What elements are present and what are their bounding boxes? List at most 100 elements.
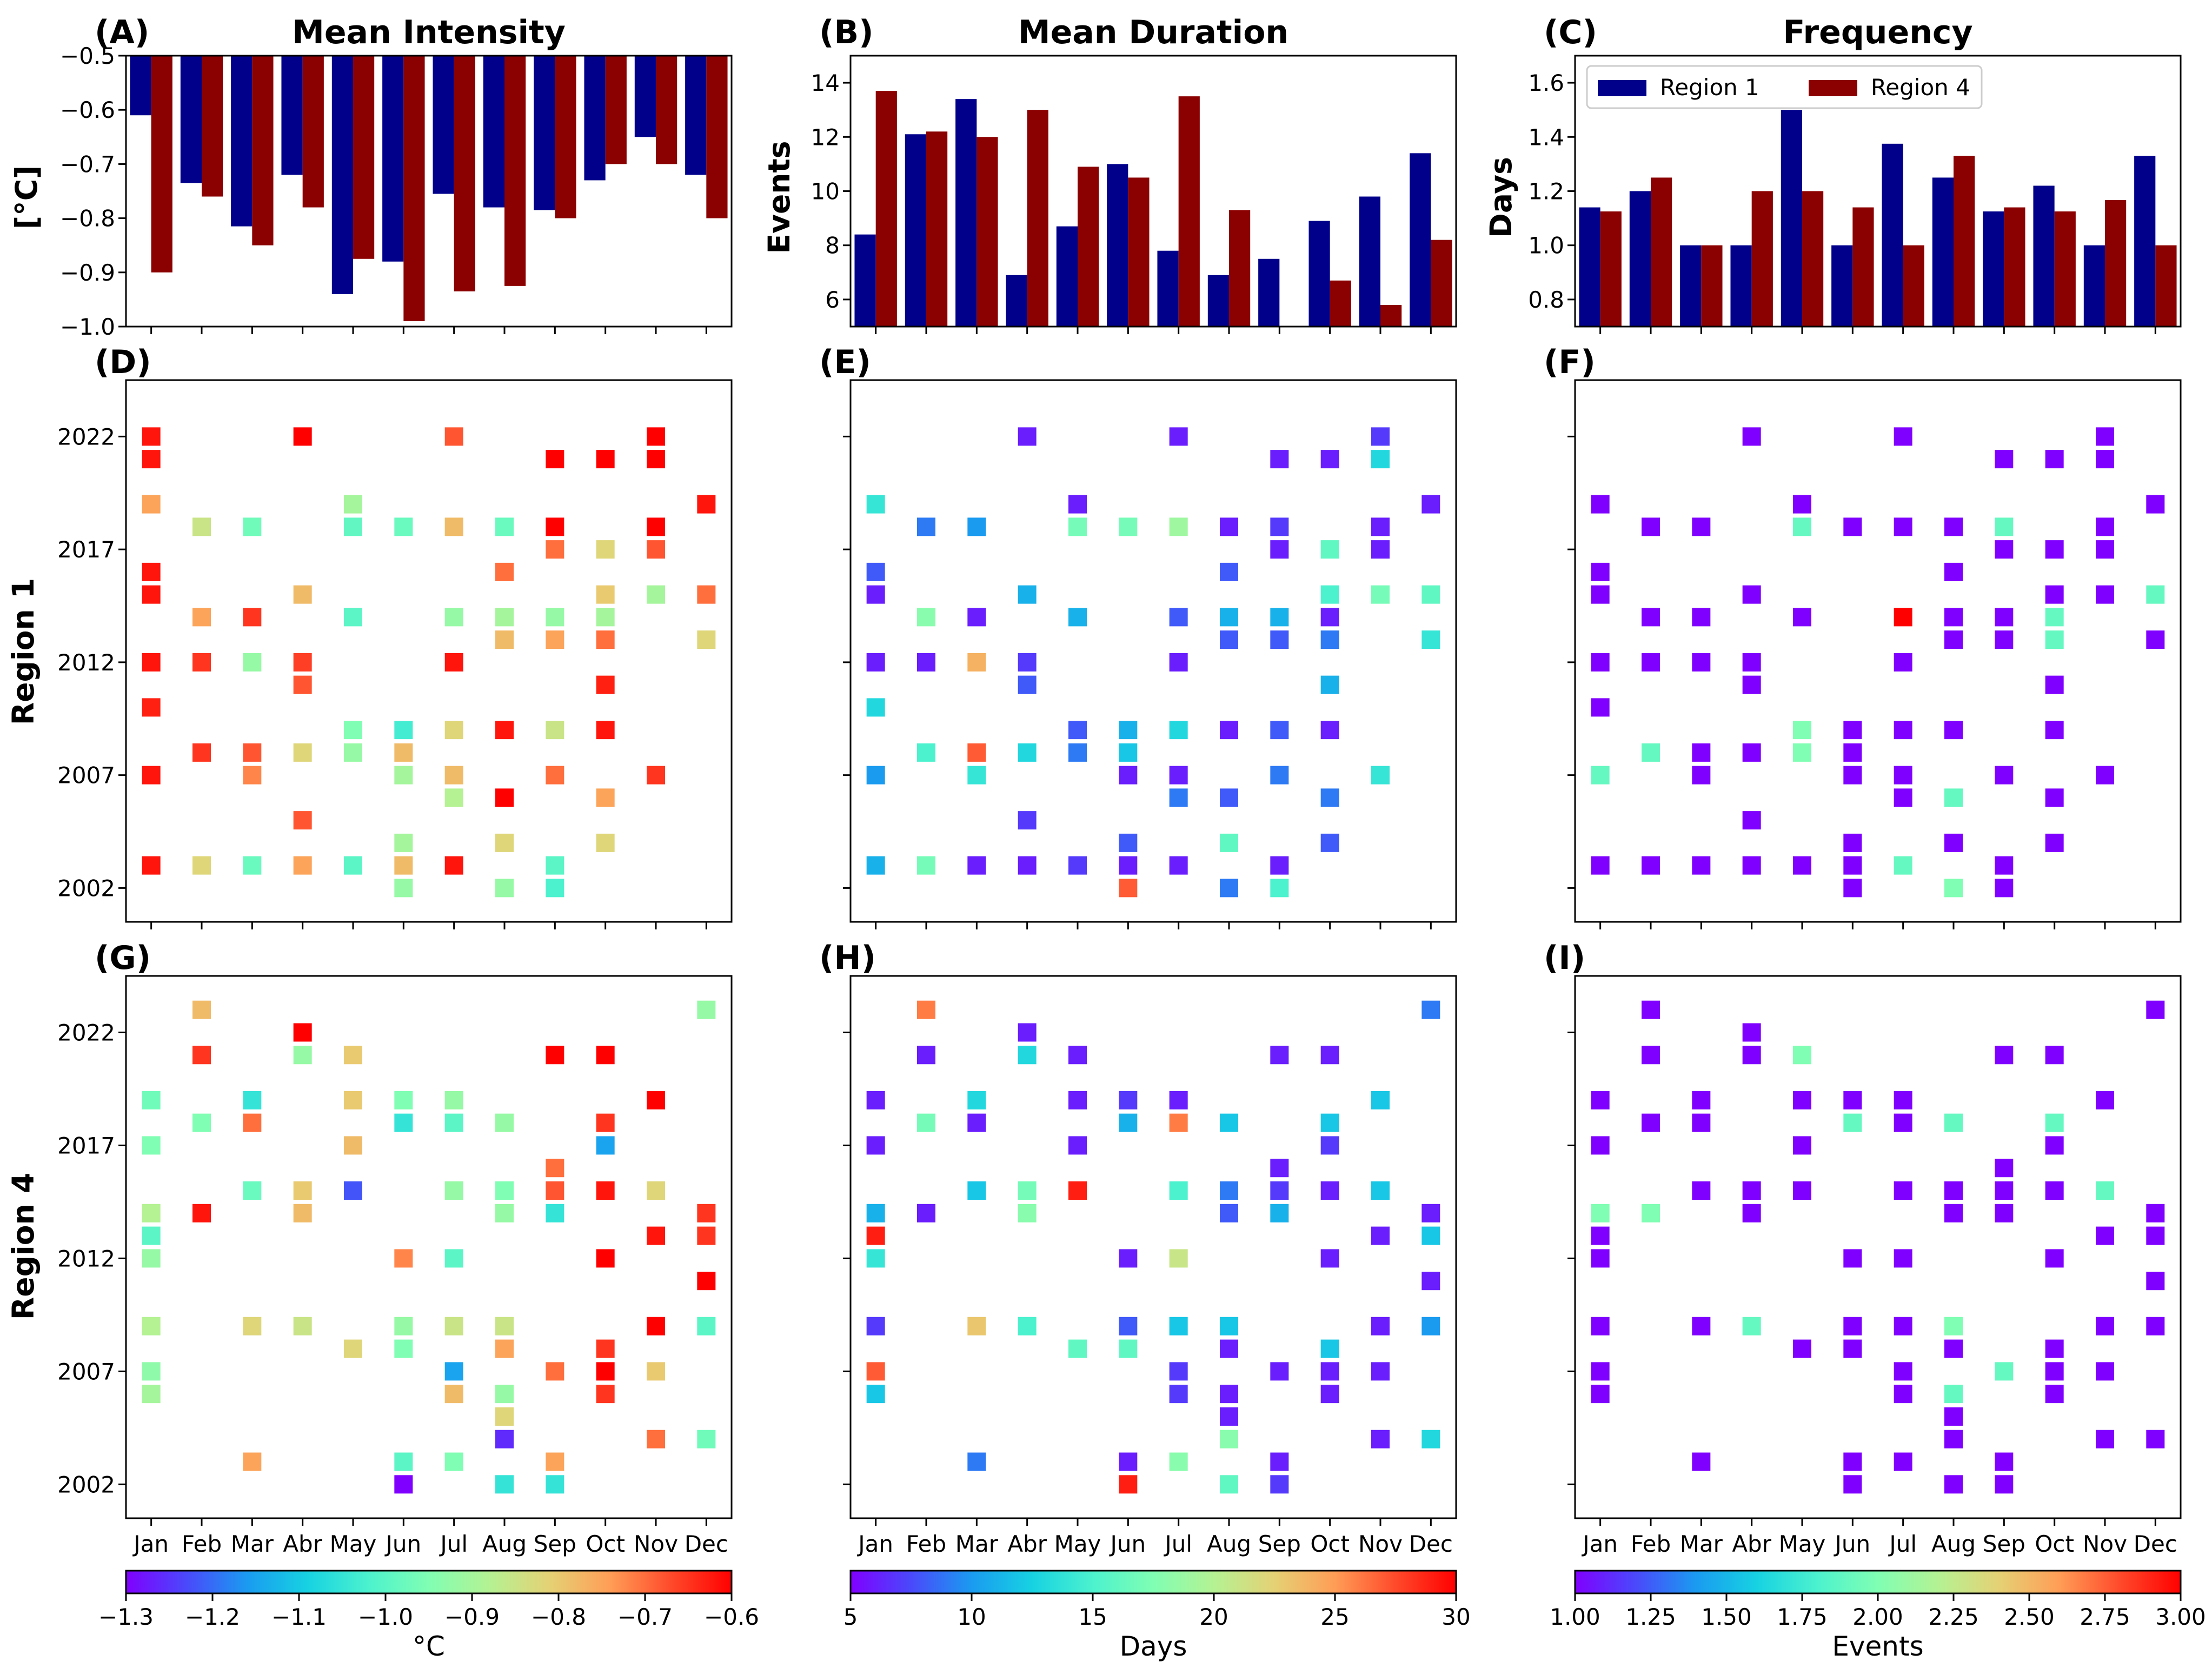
cell-f-nov-2017 [2095, 539, 2115, 560]
cell-h-mar-2018 [966, 1112, 987, 1133]
cell-e-jan-2016 [865, 561, 886, 582]
xtick-label-g-nov: Nov [634, 1531, 678, 1557]
xtick-label-i-may: May [1779, 1531, 1826, 1557]
bar-c-region-4-nov [2105, 200, 2127, 327]
colorbar-tick-label-duration: 15 [1078, 1604, 1107, 1630]
cell-g-sep-2014 [544, 1202, 566, 1224]
cell-i-sep-2007 [1994, 1361, 2015, 1382]
cell-h-jan-2013 [865, 1225, 886, 1246]
cell-e-jun-2004 [1118, 832, 1139, 853]
cell-d-jan-2021 [141, 449, 162, 470]
cell-h-jan-2009 [865, 1315, 886, 1337]
cell-d-sep-2009 [544, 720, 566, 741]
bar-c-region-4-mar [1701, 245, 1723, 327]
cell-g-jun-2009 [393, 1315, 414, 1337]
cell-g-abr-2014 [292, 1202, 313, 1224]
ylabel-duration: Events [762, 141, 796, 254]
cell-e-sep-2014 [1269, 607, 1290, 628]
row-label-region-4: Region 4 [6, 1173, 41, 1320]
cell-d-jun-2007 [393, 765, 414, 786]
cell-f-nov-2021 [2095, 449, 2115, 470]
cell-e-abr-2011 [1017, 674, 1038, 695]
cell-e-feb-2003 [916, 855, 936, 876]
cell-h-aug-2008 [1219, 1338, 1239, 1359]
axes-frame-d [125, 379, 733, 923]
bar-a-region-4-oct [605, 56, 627, 164]
cell-d-jul-2018 [443, 516, 464, 537]
cell-i-jun-2002 [1842, 1474, 1863, 1495]
bar-a-region-4-may [353, 56, 375, 259]
cell-f-may-2019 [1792, 494, 1812, 515]
cell-f-jan-2015 [1590, 584, 1611, 605]
cell-h-sep-2014 [1269, 1202, 1290, 1224]
bar-b-region-1-jun [1107, 164, 1128, 327]
cell-h-jan-2019 [865, 1089, 886, 1111]
bar-c-region-1-aug [1932, 177, 1954, 327]
cell-f-mar-2012 [1691, 652, 1712, 673]
cell-i-may-2015 [1792, 1180, 1812, 1201]
xtick-label-h-feb: Feb [906, 1531, 946, 1557]
cell-f-oct-2014 [2044, 607, 2065, 628]
cell-g-aug-2014 [494, 1202, 515, 1224]
cell-h-dec-2014 [1420, 1202, 1442, 1224]
cell-f-mar-2014 [1691, 607, 1712, 628]
xtick-label-g-aug: Aug [482, 1531, 527, 1557]
colorbar-label-frequency: Events [1832, 1631, 1923, 1662]
bar-a-region-1-jan [130, 56, 151, 116]
cell-f-jun-2003 [1842, 855, 1863, 876]
bar-c-region-1-jun [1831, 245, 1853, 327]
cell-g-jun-2003 [393, 1451, 414, 1472]
cell-h-dec-2011 [1420, 1271, 1442, 1292]
cell-f-may-2009 [1792, 720, 1812, 741]
cell-d-mar-2012 [242, 652, 263, 673]
cell-i-dec-2004 [2145, 1428, 2166, 1450]
xtick-label-h-may: May [1054, 1531, 1101, 1557]
cell-d-mar-2018 [242, 516, 263, 537]
cell-g-dec-2004 [696, 1428, 717, 1450]
cell-f-nov-2015 [2095, 584, 2115, 605]
cell-i-oct-2006 [2044, 1384, 2065, 1405]
cell-i-aug-2006 [1943, 1384, 1964, 1405]
cell-i-jul-2009 [1892, 1315, 1914, 1337]
bar-c-region-4-aug [1954, 156, 1975, 327]
cell-d-aug-2002 [494, 878, 515, 899]
colorbar-tick-label-frequency: 1.00 [1550, 1604, 1600, 1630]
bar-b-region-4-jan [875, 91, 897, 327]
cell-e-jul-2009 [1168, 720, 1189, 741]
bar-c-region-4-feb [1651, 177, 1672, 327]
cell-i-abr-2021 [1741, 1045, 1762, 1066]
xtick-label-i-jan: Jan [1581, 1531, 1618, 1557]
cell-i-abr-2014 [1741, 1202, 1762, 1224]
cell-f-may-2003 [1792, 855, 1812, 876]
cell-e-oct-2011 [1319, 674, 1340, 695]
cell-e-jul-2003 [1168, 855, 1189, 876]
bar-a-region-4-jul [454, 56, 475, 291]
cell-f-may-2014 [1792, 607, 1812, 628]
bar-a-region-1-mar [231, 56, 253, 227]
cell-i-jun-2009 [1842, 1315, 1863, 1337]
bar-a-region-4-mar [252, 56, 274, 245]
cell-d-abr-2005 [292, 810, 313, 831]
cell-h-sep-2015 [1269, 1180, 1290, 1201]
bar-a-region-1-jul [433, 56, 454, 194]
cell-g-jul-2007 [443, 1361, 464, 1382]
ytick-label-c: 1.2 [1528, 178, 1564, 205]
cell-d-nov-2015 [646, 584, 666, 605]
cell-d-jul-2007 [443, 765, 464, 786]
cell-g-jan-2013 [141, 1225, 162, 1246]
cell-h-nov-2004 [1370, 1428, 1391, 1450]
bar-c-region-1-sep [1983, 211, 2004, 327]
title-mean-intensity: Mean Intensity [292, 14, 566, 51]
cell-g-jan-2009 [141, 1315, 162, 1337]
cell-f-dec-2019 [2145, 494, 2166, 515]
cell-i-jul-2019 [1892, 1089, 1914, 1111]
colorbar-frequency [1574, 1570, 2182, 1594]
xtick-label-h-jan: Jan [856, 1531, 893, 1557]
bar-c-region-4-sep [2004, 207, 2025, 327]
cell-f-aug-2016 [1943, 561, 1964, 582]
cell-h-mar-2009 [966, 1315, 987, 1337]
cell-g-dec-2023 [696, 999, 717, 1020]
ytick-label-d: 2022 [57, 423, 115, 450]
cell-f-aug-2014 [1943, 607, 1964, 628]
bar-a-region-1-dec [685, 56, 707, 175]
